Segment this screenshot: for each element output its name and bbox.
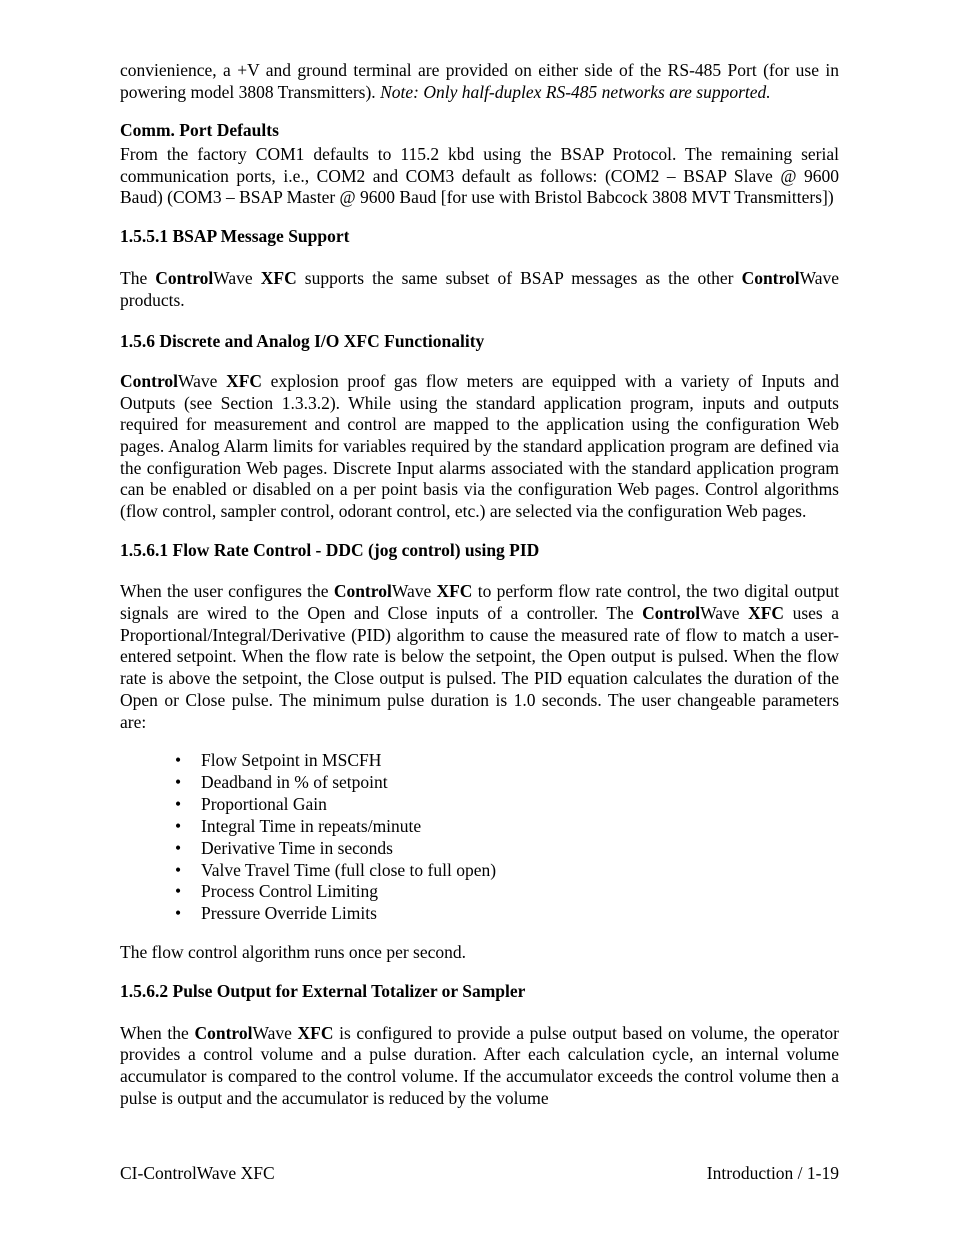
page: convienience, a +V and ground terminal a… (0, 0, 954, 1235)
t: supports the same subset of BSAP message… (297, 268, 742, 288)
t: Control (742, 268, 800, 288)
footer-right: Introduction / 1-19 (707, 1163, 839, 1185)
t: Control (155, 268, 213, 288)
heading-1562: 1.5.6.2 Pulse Output for External Totali… (120, 981, 839, 1003)
t: Wave (252, 1023, 297, 1043)
list-item: Deadband in % of setpoint (175, 772, 839, 794)
list-item: Proportional Gain (175, 794, 839, 816)
t: Control (194, 1023, 252, 1043)
t: XFC (226, 371, 262, 391)
t: XFC (436, 581, 472, 601)
list-item: Flow Setpoint in MSCFH (175, 750, 839, 772)
intro-paragraph: convienience, a +V and ground terminal a… (120, 60, 839, 103)
comm-defaults-heading: Comm. Port Defaults (120, 120, 839, 142)
t: When the user configures the (120, 581, 334, 601)
list-item: Derivative Time in seconds (175, 838, 839, 860)
body-1562: When the ControlWave XFC is configured t… (120, 1023, 839, 1110)
t: Control (334, 581, 392, 601)
t: explosion proof gas flow meters are equi… (120, 371, 839, 521)
body-156: ControlWave XFC explosion proof gas flow… (120, 371, 839, 523)
list-item: Pressure Override Limits (175, 903, 839, 925)
pid-param-list: Flow Setpoint in MSCFH Deadband in % of … (120, 750, 839, 925)
t: The (120, 268, 155, 288)
list-item: Valve Travel Time (full close to full op… (175, 860, 839, 882)
t: Control (642, 603, 700, 623)
body-1561: When the user configures the ControlWave… (120, 581, 839, 733)
heading-1561: 1.5.6.1 Flow Rate Control - DDC (jog con… (120, 540, 839, 562)
t: Wave (392, 581, 437, 601)
t: Wave (178, 371, 226, 391)
page-footer: CI-ControlWave XFC Introduction / 1-19 (120, 1163, 839, 1185)
t: Wave (213, 268, 260, 288)
list-item: Process Control Limiting (175, 881, 839, 903)
t: When the (120, 1023, 194, 1043)
t: Control (120, 371, 178, 391)
heading-156: 1.5.6 Discrete and Analog I/O XFC Functi… (120, 331, 839, 353)
heading-1551: 1.5.5.1 BSAP Message Support (120, 226, 839, 248)
closing-1561: The flow control algorithm runs once per… (120, 942, 839, 964)
intro-note: Note: Only half-duplex RS-485 networks a… (380, 82, 771, 102)
t: Wave (700, 603, 748, 623)
t: XFC (261, 268, 297, 288)
comm-defaults-body: From the factory COM1 defaults to 115.2 … (120, 144, 839, 209)
footer-left: CI-ControlWave XFC (120, 1163, 275, 1185)
body-1551: The ControlWave XFC supports the same su… (120, 268, 839, 311)
t: XFC (298, 1023, 334, 1043)
list-item: Integral Time in repeats/minute (175, 816, 839, 838)
t: XFC (748, 603, 784, 623)
